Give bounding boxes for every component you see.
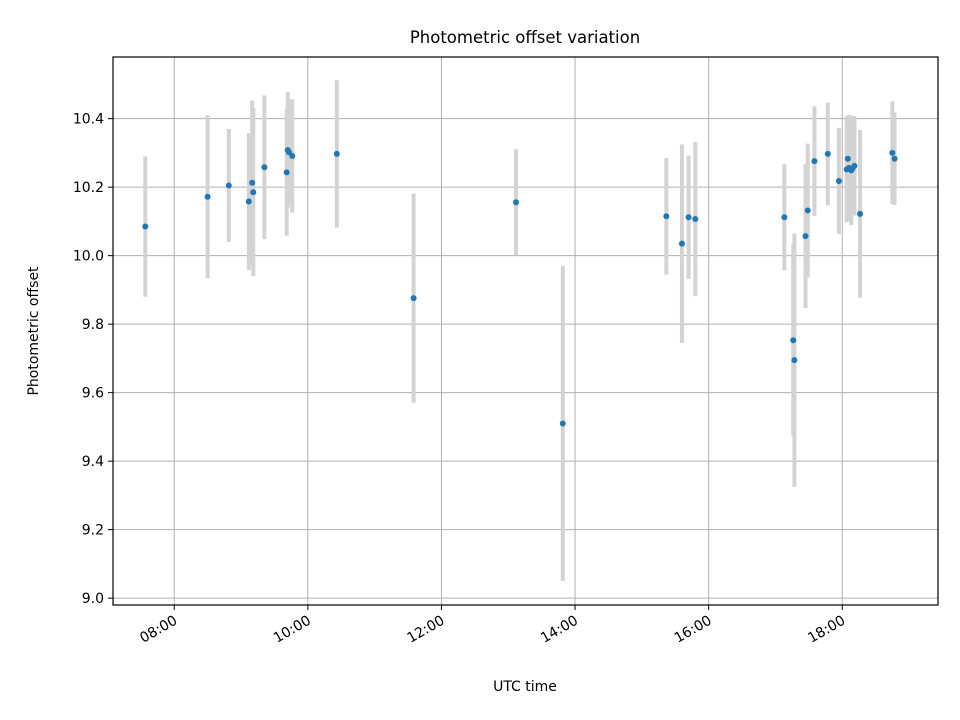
data-point: [802, 233, 809, 240]
data-point: [857, 210, 864, 217]
data-point: [249, 179, 256, 186]
data-point: [824, 150, 831, 157]
data-point: [844, 155, 851, 162]
data-point: [663, 213, 670, 220]
data-point: [811, 158, 818, 165]
y-axis-ticks: 9.0 9.2 9.4 9.6 9.8 10.0 10.2 10.4: [73, 112, 113, 607]
y-tick-label: 10.4: [73, 112, 104, 128]
data-point: [678, 240, 685, 247]
y-tick-label: 9.0: [82, 591, 104, 607]
data-point: [791, 357, 798, 364]
data-point: [781, 214, 788, 221]
data-point: [250, 189, 257, 196]
data-point: [225, 182, 232, 189]
data-point: [204, 193, 211, 200]
plot-frame: [112, 56, 939, 606]
data-point: [261, 164, 268, 171]
data-point: [790, 337, 797, 344]
data-point: [692, 216, 699, 223]
y-tick-label: 10.2: [73, 180, 104, 196]
data-point: [889, 149, 896, 156]
data-point: [289, 152, 296, 159]
grid-lines: [113, 57, 938, 605]
data-points: [142, 147, 898, 427]
data-point: [333, 150, 340, 157]
y-tick-label: 9.4: [82, 454, 104, 470]
y-tick-label: 10.0: [73, 249, 104, 265]
data-point: [142, 223, 149, 230]
chart-title: Photometric offset variation: [410, 28, 640, 47]
x-axis-label: UTC time: [493, 679, 557, 695]
data-point: [245, 198, 252, 205]
y-tick-label: 9.6: [82, 386, 104, 402]
data-point: [283, 169, 290, 176]
data-point: [410, 295, 417, 302]
data-point: [851, 162, 858, 169]
y-tick-label: 9.8: [82, 317, 104, 333]
data-point: [891, 155, 898, 162]
y-tick-label: 9.2: [82, 523, 104, 539]
data-point: [513, 199, 520, 206]
y-axis-label: Photometric offset: [26, 266, 42, 396]
data-point: [804, 207, 811, 214]
data-point: [559, 420, 566, 427]
data-point: [685, 214, 692, 221]
data-point: [835, 177, 842, 184]
